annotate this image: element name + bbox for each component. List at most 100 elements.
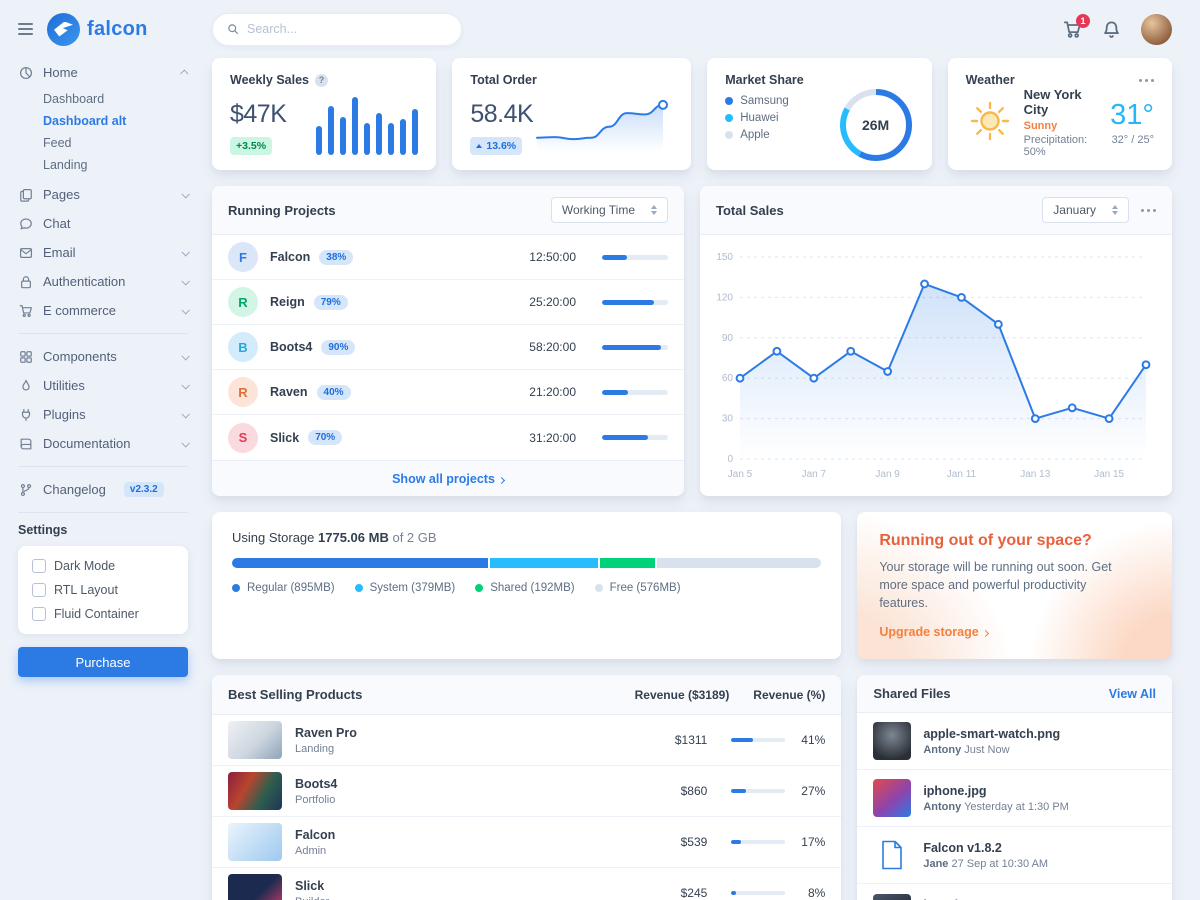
card-menu-button[interactable] <box>1139 75 1154 86</box>
sidebar-item-email[interactable]: Email <box>18 238 190 267</box>
legend-dot <box>725 114 734 122</box>
list-item[interactable]: apple-smart-watch.png Antony Just Now <box>857 713 1172 771</box>
nav-label: Email <box>43 245 76 260</box>
sidebar-item-dashboard[interactable]: Dashboard <box>43 92 105 106</box>
market-share-donut-wrap: 26M <box>838 87 914 163</box>
legend-dot <box>725 97 734 105</box>
legend-dot <box>594 584 603 592</box>
sidebar-item-plugins[interactable]: Plugins <box>18 400 190 429</box>
search-input[interactable] <box>247 22 447 36</box>
project-time: 31:20:00 <box>529 430 576 445</box>
notifications-button[interactable] <box>1102 20 1121 39</box>
sidebar-item-utilities[interactable]: Utilities <box>18 371 190 400</box>
hamburger-menu-button[interactable] <box>18 19 39 39</box>
month-select[interactable]: January <box>1042 197 1129 223</box>
main-area: 1 Weekly Sales $47K <box>198 0 1200 900</box>
product-thumbnail <box>228 874 282 900</box>
nav-label: Components <box>43 349 117 364</box>
project-row[interactable]: F Falcon 38% 12:50:00 <box>212 235 684 280</box>
table-row[interactable]: Slick Builder $245 8% <box>212 868 841 900</box>
file-meta: Antony Just Now <box>923 743 1010 756</box>
project-percent-badge: 40% <box>316 384 351 400</box>
total-sales-chart: 0 30 60 90 120 150 Jan 5 Jan 7 Jan 9 Jan 11 Jan 13… <box>700 235 1172 487</box>
book-icon <box>18 437 33 451</box>
select-caret-icon <box>651 205 657 215</box>
fluid-container-toggle[interactable]: Fluid Container <box>32 607 174 621</box>
weather-card: Weather New York City Sunny <box>947 58 1172 170</box>
checkbox-icon[interactable] <box>32 583 46 597</box>
user-avatar[interactable] <box>1141 13 1172 45</box>
total-sales-card: Total Sales January 0 30 60 90 120 150 Jan 5 Ja… <box>700 186 1172 496</box>
project-time: 12:50:00 <box>529 250 576 264</box>
sidebar-item-chat[interactable]: Chat <box>18 209 188 238</box>
checkbox-icon[interactable] <box>32 559 46 573</box>
sidebar-item-authentication[interactable]: Authentication <box>18 267 190 296</box>
copy-icon <box>18 188 33 202</box>
sidebar-item-components[interactable]: Components <box>18 342 190 371</box>
list-item[interactable]: iphone.jpg Antony Yesterday at 1:30 PM <box>857 770 1172 828</box>
product-category: Admin <box>295 845 327 858</box>
legend-item: Huawei <box>725 112 789 124</box>
checkbox-icon[interactable] <box>32 607 46 621</box>
project-row[interactable]: S Slick 70% 31:20:00 <box>212 415 684 460</box>
product-category: Portfolio <box>295 794 336 807</box>
view-all-link[interactable]: View All <box>1108 686 1156 701</box>
card-title: Running Projects <box>228 202 336 218</box>
project-row[interactable]: B Boots4 90% 58:20:00 <box>212 325 684 370</box>
dark-mode-toggle[interactable]: Dark Mode <box>32 559 174 573</box>
bottom-row: Best Selling Products Revenue ($3189) Re… <box>212 675 1172 900</box>
card-title: Market Share <box>725 73 804 87</box>
rtl-layout-toggle[interactable]: RTL Layout <box>32 583 174 597</box>
sidebar-item-pages[interactable]: Pages <box>18 180 190 209</box>
hamburger-line <box>18 28 33 30</box>
product-revenue-bar <box>731 738 786 743</box>
hamburger-line <box>18 23 33 25</box>
envelope-icon <box>18 246 33 260</box>
sidebar-item-ecommerce[interactable]: E commerce <box>18 296 190 325</box>
list-item[interactable]: iMac.jpg Rowen 23 Sep at 6:10 PM <box>857 884 1172 900</box>
nav-label: Authentication <box>43 274 126 289</box>
lock-icon <box>18 275 33 289</box>
fire-icon <box>18 379 33 393</box>
sidebar-item-home[interactable]: Home <box>18 58 189 87</box>
legend-label: Regular (895MB) <box>247 582 335 594</box>
storage-bar <box>232 558 822 568</box>
legend-dot <box>354 584 363 592</box>
table-row[interactable]: Falcon Admin $539 17% <box>212 817 842 869</box>
upgrade-storage-link[interactable]: Upgrade storage <box>879 625 989 639</box>
project-name: Boots4 <box>270 340 313 354</box>
table-row[interactable]: Raven Pro Landing $1311 41% <box>212 715 842 767</box>
dashboard-content: Weekly Sales $47K +3.5% Total Order <box>212 58 1172 900</box>
falcon-logo[interactable]: falcon <box>47 12 148 46</box>
project-name: Slick <box>270 430 300 445</box>
weekly-sales-bar <box>340 117 347 155</box>
purchase-button[interactable]: Purchase <box>18 647 188 677</box>
sidebar-item-dashboard-alt[interactable]: Dashboard alt <box>43 114 127 128</box>
info-icon[interactable] <box>315 73 328 87</box>
card-menu-button[interactable] <box>1141 205 1156 216</box>
logo-text: falcon <box>87 17 148 40</box>
working-time-select[interactable]: Working Time <box>550 197 668 223</box>
legend-item: System (379MB) <box>354 582 455 594</box>
code-branch-icon <box>18 483 33 497</box>
project-row[interactable]: R Reign 79% 25:20:00 <box>212 280 684 325</box>
sidebar-item-feed[interactable]: Feed <box>43 136 72 150</box>
show-all-projects-link[interactable]: Show all projects <box>392 472 505 486</box>
weekly-sales-bar <box>400 118 407 155</box>
sidebar-item-documentation[interactable]: Documentation <box>18 429 190 458</box>
sidebar-item-landing[interactable]: Landing <box>43 158 88 172</box>
search-box[interactable] <box>212 12 462 46</box>
project-row[interactable]: R Raven 40% 21:20:00 <box>212 370 684 415</box>
bell-icon <box>1104 20 1119 38</box>
plug-icon <box>18 408 33 422</box>
cart-button[interactable]: 1 <box>1063 13 1090 39</box>
sidebar-item-changelog[interactable]: Changelog v2.3.2 <box>18 475 188 504</box>
home-submenu: Dashboard Dashboard alt Feed Landing <box>18 88 188 176</box>
weather-high-low: 32° / 25° <box>1111 134 1154 146</box>
storage-segment-2 <box>599 558 655 568</box>
product-revenue: $860 <box>680 784 708 799</box>
list-item[interactable]: Falcon v1.8.2 Jane 27 Sep at 10:30 AM <box>857 827 1172 885</box>
legend-label: Free (576MB) <box>609 582 681 594</box>
table-row[interactable]: Boots4 Portfolio $860 27% <box>212 766 842 818</box>
